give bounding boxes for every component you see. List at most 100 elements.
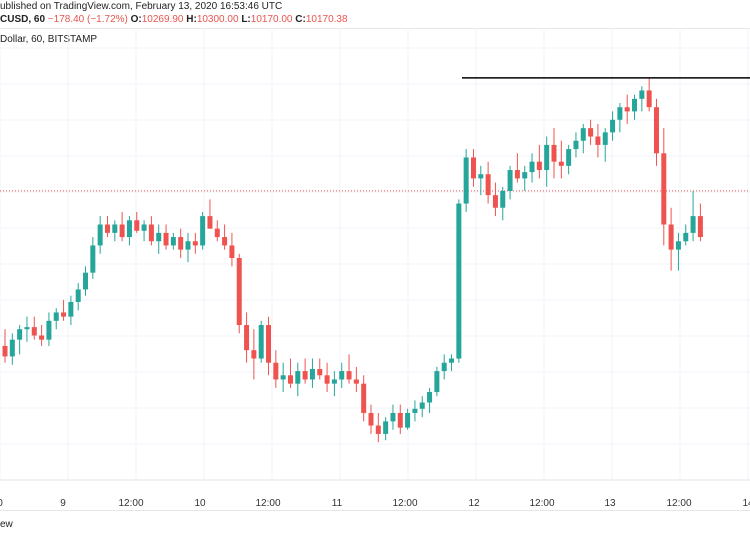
candle-body <box>97 224 103 246</box>
x-tick-label: 12:00 <box>255 498 280 509</box>
candle-body <box>39 335 45 340</box>
candle-body <box>558 161 564 166</box>
candle-body <box>441 362 447 372</box>
candle-body <box>119 224 125 238</box>
candle-body <box>141 224 147 231</box>
candle-body <box>566 149 572 166</box>
candle-body <box>126 220 132 238</box>
chart-header: ublished on TradingView.com, February 13… <box>0 0 750 29</box>
candle-body <box>302 371 308 380</box>
candle-body <box>90 245 96 273</box>
candle-body <box>324 375 330 384</box>
candle-body <box>646 90 652 108</box>
close-label: C: <box>295 14 306 25</box>
candle-body <box>405 412 411 428</box>
candle-body <box>61 312 67 317</box>
x-tick-label: 9 <box>60 498 66 509</box>
candle-body <box>244 325 250 351</box>
ohlc-legend: CUSD, 60 −178.40 (−1.72%) O:10269.90 H:1… <box>0 14 348 25</box>
candle-body <box>544 144 550 171</box>
x-tick-label: 12 <box>468 498 480 509</box>
candle-body <box>236 258 242 326</box>
price-chart[interactable]: 0 9 12:00 10 12:00 11 12:00 12 12:00 13 12:00 14 <box>0 28 750 510</box>
high-label: H: <box>186 14 197 25</box>
candle-body <box>463 157 469 204</box>
candle-body <box>112 224 118 233</box>
high-value: 10300.00 <box>196 14 239 25</box>
x-tick-label: 14 <box>742 498 750 509</box>
candle-body <box>75 289 81 302</box>
candle-body <box>361 383 367 413</box>
candle-body <box>661 153 667 225</box>
candle-body <box>170 237 176 246</box>
grid <box>0 28 750 480</box>
candle-body <box>617 107 623 120</box>
candle-body <box>31 327 37 336</box>
candle-body <box>434 371 440 393</box>
candle-body <box>317 369 323 376</box>
candle-body <box>610 119 616 133</box>
candle-body <box>507 170 513 191</box>
candle-body <box>536 161 542 171</box>
x-tick-label: 12:00 <box>666 498 691 509</box>
close-value: 10170.38 <box>305 14 348 25</box>
candles <box>2 77 703 443</box>
x-tick-label: 12:00 <box>529 498 554 509</box>
candle-body <box>229 245 235 258</box>
candle-body <box>390 412 396 422</box>
footer-brand: ew <box>0 519 13 530</box>
candle-body <box>639 90 645 99</box>
candle-body <box>2 345 8 357</box>
candle-body <box>287 375 293 384</box>
candle-body <box>383 421 389 434</box>
change-value: −178.40 (−1.72%) <box>47 14 128 25</box>
ticker-label: CUSD, 60 <box>0 14 46 25</box>
candle-body <box>258 325 264 359</box>
candle-body <box>214 228 220 238</box>
candle-body <box>697 216 703 238</box>
candle-body <box>419 402 425 409</box>
low-label: L: <box>241 14 251 25</box>
candle-body <box>353 379 359 384</box>
candle-body <box>470 157 476 179</box>
x-tick-label: 10 <box>194 498 206 509</box>
candle-body <box>624 107 630 112</box>
candle-body <box>412 408 418 413</box>
candle-body <box>500 190 506 208</box>
candle-body <box>309 369 315 380</box>
candle-body <box>632 98 638 112</box>
x-tick-label: 12:00 <box>118 498 143 509</box>
candle-body <box>514 170 520 179</box>
candle-body <box>456 203 462 359</box>
candle-body <box>280 375 286 380</box>
candle-body <box>346 371 352 380</box>
open-label: O: <box>130 14 142 25</box>
published-caption: ublished on TradingView.com, February 13… <box>0 1 283 12</box>
open-value: 10269.90 <box>141 14 184 25</box>
candle-body <box>668 224 674 250</box>
candle-body <box>24 327 30 330</box>
candle-body <box>375 425 381 434</box>
x-tick-label: 11 <box>332 498 343 509</box>
candle-body <box>580 128 586 141</box>
candle-body <box>602 132 608 145</box>
candle-body <box>163 232 169 246</box>
candle-body <box>192 241 198 246</box>
candle-body <box>588 128 594 137</box>
low-value: 10170.00 <box>250 14 293 25</box>
candle-body <box>46 320 52 340</box>
candle-body <box>9 339 15 357</box>
x-axis: 0 9 12:00 10 12:00 11 12:00 12 12:00 13 12:00 14 <box>0 479 750 509</box>
candle-body <box>68 301 74 317</box>
candle-body <box>134 220 140 231</box>
candle-body <box>529 161 535 173</box>
candle-body <box>17 329 23 340</box>
candle-body <box>478 174 484 179</box>
candle-body <box>200 216 206 246</box>
x-tick-label: 13 <box>604 498 616 509</box>
candle-body <box>104 224 110 233</box>
candle-body <box>178 237 184 250</box>
candle-body <box>690 216 696 233</box>
candle-body <box>53 312 59 321</box>
candle-body <box>185 241 191 250</box>
